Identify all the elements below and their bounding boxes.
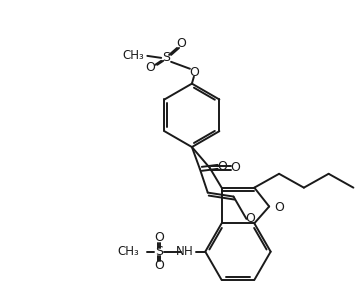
Text: N: N	[176, 245, 185, 258]
Text: CH₃: CH₃	[123, 50, 144, 63]
Text: O: O	[154, 231, 164, 244]
Text: O: O	[146, 61, 155, 74]
Text: O: O	[231, 161, 240, 174]
Text: O: O	[245, 212, 255, 225]
Text: CH₃: CH₃	[117, 245, 139, 258]
Text: O: O	[189, 66, 199, 79]
Text: S: S	[155, 245, 163, 258]
Text: O: O	[218, 160, 228, 173]
Text: O: O	[176, 37, 186, 50]
Text: O: O	[274, 201, 284, 214]
Text: O: O	[154, 259, 164, 272]
Text: S: S	[162, 51, 170, 64]
Text: H: H	[184, 245, 192, 258]
